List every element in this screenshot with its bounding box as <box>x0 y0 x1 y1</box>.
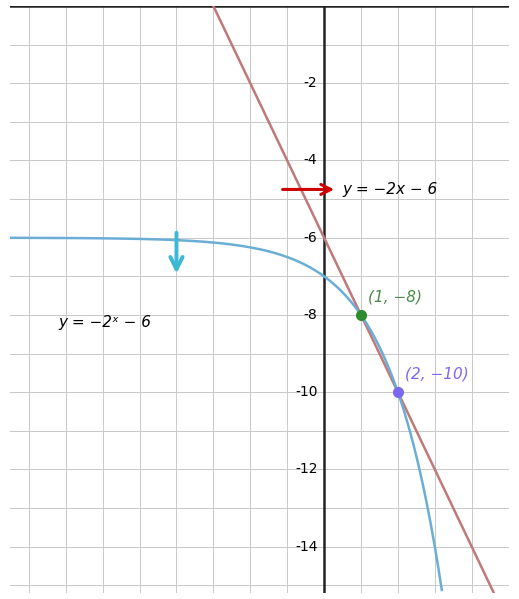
Text: -4: -4 <box>304 153 318 168</box>
Text: -10: -10 <box>295 385 318 399</box>
Text: y = −2ˣ − 6: y = −2ˣ − 6 <box>58 315 152 330</box>
Text: -8: -8 <box>304 308 318 322</box>
Text: (1, −8): (1, −8) <box>368 289 422 304</box>
Text: -14: -14 <box>295 540 318 553</box>
Text: -12: -12 <box>295 462 318 476</box>
Text: -2: -2 <box>304 76 318 90</box>
Text: (2, −10): (2, −10) <box>405 367 469 382</box>
Text: y = −2x − 6: y = −2x − 6 <box>343 182 438 197</box>
Text: -6: -6 <box>304 231 318 245</box>
